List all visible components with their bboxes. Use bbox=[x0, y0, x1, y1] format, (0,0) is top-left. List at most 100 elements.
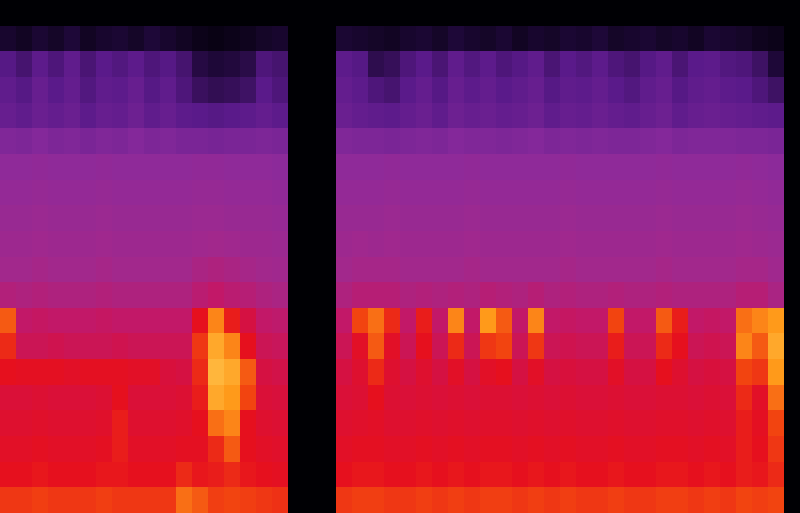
spectrogram-cell bbox=[176, 257, 193, 283]
spectrogram-cell bbox=[48, 282, 65, 308]
spectrogram-cell bbox=[224, 205, 241, 231]
spectrogram-cell bbox=[688, 154, 705, 180]
spectrogram-cell bbox=[656, 51, 673, 77]
spectrogram-cell bbox=[496, 128, 513, 154]
spectrogram-cell bbox=[64, 128, 81, 154]
spectrogram-cell bbox=[656, 180, 673, 206]
spectrogram-cell bbox=[176, 333, 193, 359]
spectrogram-cell bbox=[400, 205, 417, 231]
spectrogram-cell bbox=[320, 0, 337, 26]
spectrogram-cell bbox=[272, 154, 289, 180]
spectrogram-cell bbox=[528, 282, 545, 308]
spectrogram-cell bbox=[528, 410, 545, 436]
spectrogram-cell bbox=[400, 410, 417, 436]
spectrogram-cell bbox=[576, 103, 593, 129]
spectrogram-cell bbox=[128, 231, 145, 257]
spectrogram-cell bbox=[480, 282, 497, 308]
spectrogram-cell bbox=[48, 308, 65, 334]
spectrogram-cell bbox=[384, 205, 401, 231]
spectrogram-cell bbox=[368, 26, 385, 52]
spectrogram-cell bbox=[176, 0, 193, 26]
spectrogram-cell bbox=[336, 103, 353, 129]
spectrogram-cell bbox=[720, 77, 737, 103]
spectrogram-cell bbox=[320, 487, 337, 513]
spectrogram-cell bbox=[752, 205, 769, 231]
spectrogram-cell bbox=[128, 26, 145, 52]
spectrogram-cell bbox=[48, 128, 65, 154]
spectrogram-cell bbox=[32, 231, 49, 257]
spectrogram-cell bbox=[256, 333, 273, 359]
spectrogram-cell bbox=[208, 257, 225, 283]
spectrogram-cell bbox=[752, 103, 769, 129]
spectrogram-cell bbox=[384, 77, 401, 103]
spectrogram-cell bbox=[48, 103, 65, 129]
spectrogram-cell bbox=[128, 0, 145, 26]
spectrogram-cell bbox=[432, 77, 449, 103]
spectrogram-cell bbox=[304, 77, 321, 103]
spectrogram-cell bbox=[112, 51, 129, 77]
spectrogram-cell bbox=[320, 205, 337, 231]
spectrogram-cell bbox=[704, 0, 721, 26]
spectrogram-cell bbox=[272, 282, 289, 308]
spectrogram-cell bbox=[240, 359, 257, 385]
spectrogram-cell bbox=[320, 385, 337, 411]
spectrogram-cell bbox=[96, 333, 113, 359]
spectrogram-cell bbox=[64, 51, 81, 77]
spectrogram-cell bbox=[112, 333, 129, 359]
spectrogram-cell bbox=[528, 0, 545, 26]
spectrogram-cell bbox=[144, 77, 161, 103]
spectrogram-cell bbox=[560, 77, 577, 103]
spectrogram-cell bbox=[80, 282, 97, 308]
spectrogram-cell bbox=[352, 103, 369, 129]
spectrogram-cell bbox=[48, 180, 65, 206]
spectrogram-cell bbox=[112, 103, 129, 129]
spectrogram-cell bbox=[176, 282, 193, 308]
spectrogram-cell bbox=[144, 308, 161, 334]
spectrogram-cell bbox=[96, 205, 113, 231]
spectrogram-cell bbox=[288, 487, 305, 513]
spectrogram-cell bbox=[224, 231, 241, 257]
spectrogram-cell bbox=[624, 128, 641, 154]
spectrogram-cell bbox=[384, 103, 401, 129]
spectrogram-cell bbox=[208, 385, 225, 411]
spectrogram-cell bbox=[160, 26, 177, 52]
spectrogram-cell bbox=[192, 487, 209, 513]
spectrogram-cell bbox=[576, 180, 593, 206]
spectrogram-cell bbox=[736, 77, 753, 103]
spectrogram-cell bbox=[624, 359, 641, 385]
spectrogram-cell bbox=[672, 180, 689, 206]
spectrogram-cell bbox=[576, 462, 593, 488]
spectrogram-cell bbox=[704, 436, 721, 462]
spectrogram-cell bbox=[272, 333, 289, 359]
spectrogram-cell bbox=[272, 462, 289, 488]
spectrogram-cell bbox=[640, 333, 657, 359]
spectrogram-cell bbox=[768, 77, 785, 103]
spectrogram-cell bbox=[352, 231, 369, 257]
spectrogram-cell bbox=[496, 231, 513, 257]
spectrogram-cell bbox=[256, 180, 273, 206]
spectrogram-cell bbox=[256, 410, 273, 436]
spectrogram-cell bbox=[448, 0, 465, 26]
spectrogram-cell bbox=[464, 180, 481, 206]
spectrogram-cell bbox=[576, 205, 593, 231]
spectrogram-cell bbox=[656, 333, 673, 359]
spectrogram-cell bbox=[640, 436, 657, 462]
spectrogram-cell bbox=[560, 205, 577, 231]
spectrogram-cell bbox=[384, 128, 401, 154]
spectrogram-cell bbox=[112, 231, 129, 257]
spectrogram-cell bbox=[208, 128, 225, 154]
spectrogram-cell bbox=[768, 308, 785, 334]
spectrogram-cell bbox=[32, 103, 49, 129]
spectrogram-cell bbox=[0, 77, 17, 103]
spectrogram-cell bbox=[224, 333, 241, 359]
spectrogram-cell bbox=[464, 410, 481, 436]
spectrogram-cell bbox=[384, 333, 401, 359]
spectrogram-cell bbox=[368, 436, 385, 462]
spectrogram-cell bbox=[416, 385, 433, 411]
spectrogram-cell bbox=[272, 257, 289, 283]
spectrogram-cell bbox=[176, 359, 193, 385]
spectrogram-cell bbox=[736, 51, 753, 77]
spectrogram-cell bbox=[32, 308, 49, 334]
spectrogram-cell bbox=[496, 103, 513, 129]
spectrogram-cell bbox=[608, 462, 625, 488]
